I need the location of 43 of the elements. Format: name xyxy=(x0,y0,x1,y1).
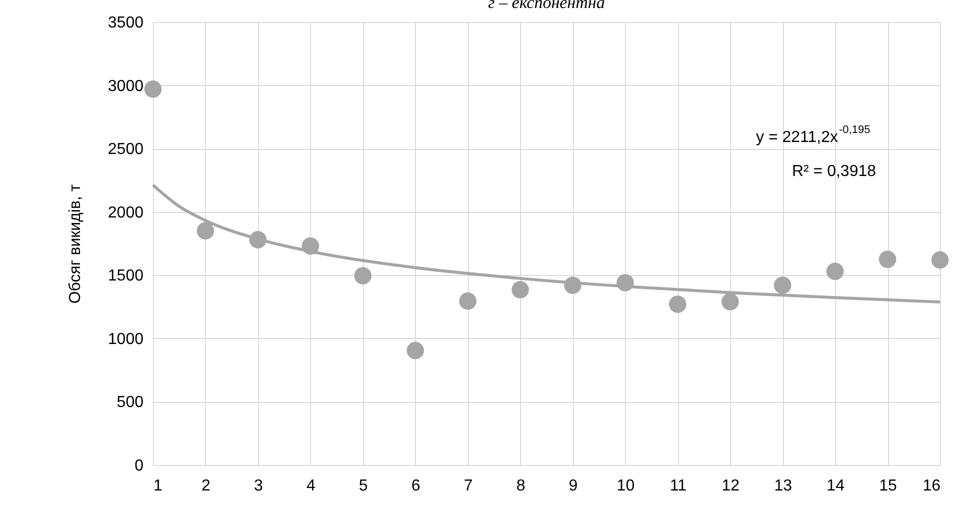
x-tick-label: 10 xyxy=(616,478,635,494)
x-tick-label: 13 xyxy=(774,478,792,494)
point xyxy=(669,296,686,313)
annotation: R² = 0,3918 xyxy=(792,163,876,180)
point xyxy=(721,293,739,310)
point xyxy=(406,342,424,360)
y-tick-label: 500 xyxy=(116,394,144,412)
point xyxy=(354,267,372,284)
point xyxy=(826,262,844,280)
x-tick-label: 6 xyxy=(411,478,420,494)
y-tick-label: 2500 xyxy=(108,141,144,158)
chart-title: г – експонентна xyxy=(488,0,605,12)
y-tick-label: 1500 xyxy=(108,268,144,285)
x-tick-label: 14 xyxy=(826,478,845,494)
x-tick-label: 7 xyxy=(464,478,473,494)
x-tick-label: 9 xyxy=(568,478,578,494)
point xyxy=(459,292,476,310)
point xyxy=(878,250,896,268)
x-tick-label: 5 xyxy=(358,478,368,494)
y-tick-label: 3500 xyxy=(108,14,144,32)
x-tick-label: 8 xyxy=(516,478,526,494)
y-axis-title: Обсяг викидів, т xyxy=(66,184,84,304)
y-tick-label: 1000 xyxy=(108,330,144,348)
x-tick-label: 15 xyxy=(879,478,898,494)
point xyxy=(774,276,792,294)
y-tick-label: 3000 xyxy=(108,78,144,95)
x-tick-label: 2 xyxy=(202,478,211,494)
point xyxy=(249,231,267,248)
x-tick-label: 11 xyxy=(670,478,687,494)
x-tick-label: 4 xyxy=(306,478,316,494)
point xyxy=(616,274,634,292)
y-tick-label: 2000 xyxy=(108,204,144,222)
x-tick-label: 12 xyxy=(722,478,740,494)
x-tick-label: 16 xyxy=(922,478,941,494)
point xyxy=(144,80,162,98)
point xyxy=(512,281,529,298)
point xyxy=(564,276,582,294)
point xyxy=(931,251,949,269)
y-tick-label: 0 xyxy=(134,458,144,474)
point xyxy=(302,237,320,255)
x-tick-label: 3 xyxy=(254,478,263,494)
x-tick-label: 1 xyxy=(154,478,162,494)
point xyxy=(196,222,214,240)
